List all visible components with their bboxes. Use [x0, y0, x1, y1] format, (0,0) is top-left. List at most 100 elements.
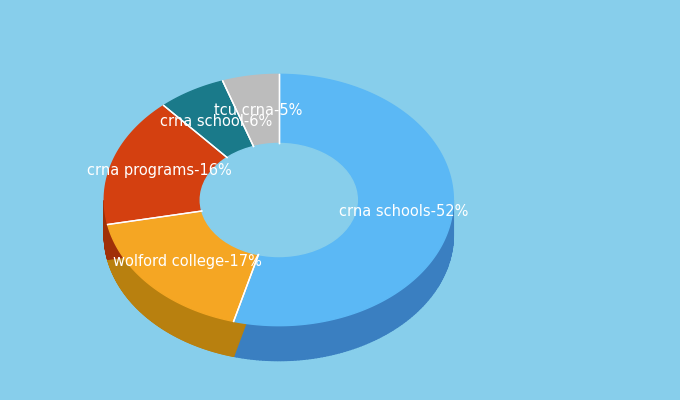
Polygon shape [437, 250, 439, 287]
Polygon shape [381, 300, 384, 337]
Polygon shape [309, 252, 310, 287]
Polygon shape [395, 292, 397, 328]
Polygon shape [327, 244, 328, 280]
Polygon shape [234, 321, 237, 357]
Polygon shape [227, 320, 228, 355]
Polygon shape [199, 312, 200, 347]
Polygon shape [228, 320, 229, 355]
Text: crna programs-16%: crna programs-16% [88, 164, 232, 178]
Polygon shape [177, 302, 178, 338]
Polygon shape [271, 256, 272, 291]
Polygon shape [312, 251, 313, 286]
Polygon shape [261, 255, 262, 290]
Polygon shape [257, 325, 260, 360]
Polygon shape [446, 234, 447, 271]
Polygon shape [350, 314, 353, 350]
Polygon shape [233, 321, 234, 356]
Polygon shape [203, 313, 205, 348]
Polygon shape [269, 256, 271, 291]
Polygon shape [165, 295, 166, 331]
Polygon shape [410, 281, 412, 318]
Polygon shape [190, 308, 191, 344]
Polygon shape [161, 293, 163, 328]
Polygon shape [168, 297, 169, 332]
Polygon shape [223, 319, 224, 354]
Polygon shape [269, 326, 272, 360]
Polygon shape [282, 256, 284, 292]
Polygon shape [232, 321, 233, 356]
Polygon shape [445, 236, 446, 273]
Polygon shape [158, 291, 159, 326]
Polygon shape [272, 326, 275, 360]
Polygon shape [336, 238, 337, 274]
Polygon shape [328, 244, 329, 279]
Polygon shape [164, 81, 254, 158]
Polygon shape [325, 245, 326, 281]
Polygon shape [164, 294, 165, 330]
Polygon shape [218, 318, 219, 353]
Polygon shape [157, 290, 158, 326]
Polygon shape [264, 256, 265, 290]
Polygon shape [307, 252, 309, 288]
Polygon shape [176, 302, 177, 337]
Polygon shape [193, 310, 194, 345]
Polygon shape [331, 242, 333, 277]
Polygon shape [402, 288, 404, 324]
Polygon shape [329, 243, 330, 278]
Polygon shape [294, 255, 296, 290]
Polygon shape [207, 314, 208, 350]
Polygon shape [209, 315, 211, 350]
Polygon shape [154, 288, 155, 324]
Polygon shape [160, 292, 161, 328]
Polygon shape [420, 273, 421, 310]
Polygon shape [299, 324, 302, 360]
Polygon shape [272, 256, 273, 291]
Ellipse shape [200, 144, 358, 256]
Polygon shape [367, 308, 369, 344]
Polygon shape [202, 313, 203, 348]
Polygon shape [201, 312, 202, 348]
Polygon shape [185, 306, 186, 341]
Polygon shape [441, 244, 442, 281]
Polygon shape [208, 315, 209, 350]
Polygon shape [265, 256, 267, 291]
Polygon shape [104, 106, 227, 224]
Polygon shape [194, 310, 196, 345]
Polygon shape [174, 301, 175, 336]
Polygon shape [254, 324, 257, 360]
Polygon shape [226, 320, 227, 355]
Polygon shape [288, 256, 289, 291]
Polygon shape [305, 324, 307, 359]
Polygon shape [388, 296, 391, 333]
Polygon shape [353, 313, 356, 349]
Polygon shape [159, 292, 160, 327]
Polygon shape [428, 264, 429, 300]
Polygon shape [323, 246, 324, 282]
Polygon shape [404, 286, 406, 322]
Polygon shape [222, 74, 279, 146]
Polygon shape [328, 320, 330, 356]
Polygon shape [334, 240, 335, 275]
Polygon shape [429, 262, 430, 299]
Polygon shape [191, 309, 192, 344]
Polygon shape [188, 307, 189, 343]
Text: crna schools-52%: crna schools-52% [339, 204, 468, 219]
Polygon shape [345, 316, 347, 351]
Polygon shape [301, 254, 302, 289]
Polygon shape [448, 228, 449, 265]
Polygon shape [273, 256, 274, 291]
Polygon shape [439, 248, 440, 285]
Polygon shape [179, 303, 180, 338]
Polygon shape [412, 280, 414, 316]
Polygon shape [358, 311, 361, 347]
Polygon shape [325, 320, 328, 356]
Polygon shape [334, 319, 337, 354]
Polygon shape [306, 253, 307, 288]
Polygon shape [377, 303, 379, 339]
Polygon shape [279, 256, 281, 292]
Polygon shape [184, 306, 185, 341]
Polygon shape [316, 250, 317, 285]
Polygon shape [424, 268, 426, 304]
Polygon shape [313, 323, 316, 358]
Polygon shape [260, 325, 263, 360]
